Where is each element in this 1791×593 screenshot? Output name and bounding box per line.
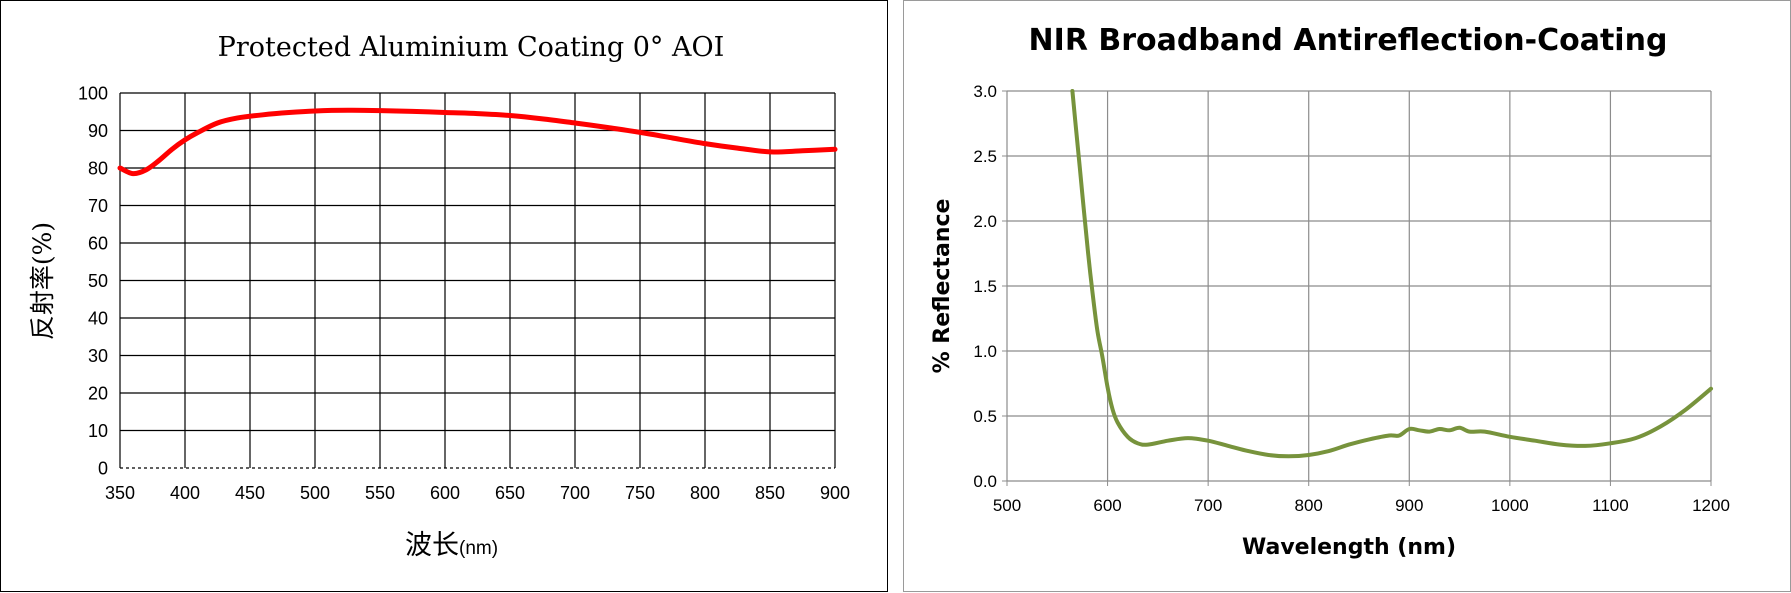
x-tick-label: 800 <box>690 483 720 503</box>
x-axis-unit: (nm) <box>459 538 498 559</box>
x-tick-label: 500 <box>993 496 1021 515</box>
aluminium-coating-chart: Protected Aluminium Coating 0° AOI 350 40… <box>28 32 850 561</box>
x-tick-label: 1200 <box>1692 496 1730 515</box>
x-tick-label: 350 <box>105 483 135 503</box>
x-tick-label: 550 <box>365 483 395 503</box>
x-tick-label: 600 <box>1093 496 1121 515</box>
y-tick-label: 40 <box>88 308 108 328</box>
x-axis-label: 波长 <box>405 530 459 561</box>
x-tick-label: 850 <box>755 483 785 503</box>
chart-panel-left: Protected Aluminium Coating 0° AOI 350 40… <box>0 0 888 592</box>
x-tick-label: 600 <box>430 483 460 503</box>
y-tick-label: 0.5 <box>973 407 997 426</box>
x-tick-label: 1000 <box>1491 496 1529 515</box>
y-tick-label: 1.0 <box>973 342 997 361</box>
y-axis-label: 反射率(%) <box>28 222 57 340</box>
chart-panel-right: NIR Broadband Antireflection-Coating 500… <box>903 0 1791 592</box>
y-tick-label: 10 <box>88 421 108 441</box>
y-tick-label: 50 <box>88 271 108 291</box>
y-tick-label: 2.0 <box>973 212 997 231</box>
x-tick-label: 1100 <box>1592 496 1629 515</box>
series-line <box>1070 89 1713 459</box>
x-tick-label: 650 <box>495 483 525 503</box>
y-tick-label: 70 <box>88 196 108 216</box>
x-tick-label: 800 <box>1295 496 1323 515</box>
nir-antireflection-chart: NIR Broadband Antireflection-Coating 500… <box>930 23 1730 560</box>
y-tick-label: 0.0 <box>973 472 997 491</box>
y-tick-label: 100 <box>78 83 108 103</box>
x-tick-label: 700 <box>560 483 590 503</box>
y-tick-label: 2.5 <box>973 147 997 166</box>
chart-title: Protected Aluminium Coating 0° AOI <box>218 32 725 63</box>
y-tick-label: 0 <box>98 458 108 478</box>
x-axis-label: Wavelength (nm) <box>1242 535 1456 560</box>
y-axis-label: % Reflectance <box>930 199 955 374</box>
x-tick-label: 900 <box>1395 496 1423 515</box>
chart-title: NIR Broadband Antireflection-Coating <box>1029 23 1668 58</box>
y-tick-label: 3.0 <box>973 82 997 101</box>
y-tick-label: 20 <box>88 383 108 403</box>
y-tick-label: 1.5 <box>973 277 997 296</box>
y-tick-label: 90 <box>88 121 108 141</box>
y-tick-label: 30 <box>88 346 108 366</box>
y-tick-label: 80 <box>88 158 108 178</box>
y-tick-label: 60 <box>88 233 108 253</box>
x-tick-label: 400 <box>170 483 200 503</box>
x-tick-label: 900 <box>820 483 850 503</box>
x-tick-label: 450 <box>235 483 265 503</box>
x-tick-label: 500 <box>300 483 330 503</box>
series-line <box>117 107 838 177</box>
x-tick-label: 700 <box>1194 496 1222 515</box>
x-tick-label: 750 <box>625 483 655 503</box>
